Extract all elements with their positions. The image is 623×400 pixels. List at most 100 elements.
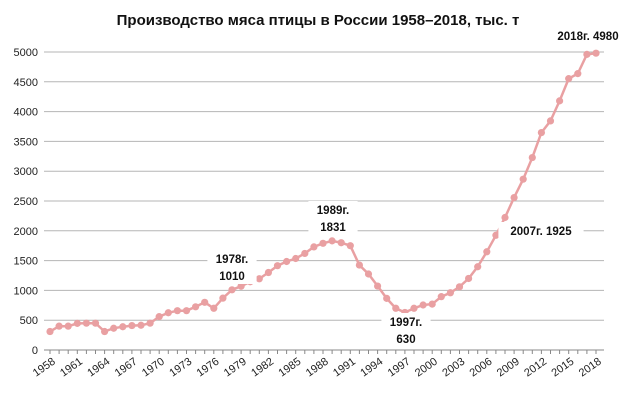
data-point: [519, 175, 527, 183]
y-tick-label: 4500: [14, 77, 38, 89]
data-point: [119, 323, 127, 331]
data-point: [273, 262, 282, 270]
data-point: [228, 286, 236, 294]
x-tick-label: 1976: [195, 356, 222, 380]
data-point: [328, 237, 336, 245]
data-point: [537, 128, 546, 137]
data-point: [546, 117, 555, 125]
y-tick-label: 3000: [14, 166, 38, 178]
annotation-label: 1997г.: [390, 317, 422, 329]
data-point: [455, 283, 464, 291]
annotation-label: 2018г. 4980: [557, 31, 618, 43]
y-tick-label: 5000: [14, 47, 38, 59]
data-point: [182, 307, 191, 315]
data-point: [164, 309, 172, 317]
annotation-label: 1831: [320, 222, 346, 234]
x-tick-label: 1988: [304, 356, 331, 380]
x-tick-label: 1970: [140, 356, 167, 380]
data-point: [465, 274, 473, 283]
x-tick-label: 2018: [577, 356, 604, 380]
data-point: [283, 257, 291, 266]
data-point: [437, 293, 445, 301]
data-point: [501, 213, 509, 222]
data-point: [428, 300, 436, 308]
x-tick-label: 2006: [468, 356, 495, 380]
x-tick-label: 1982: [249, 356, 276, 380]
data-point: [510, 193, 518, 202]
x-tick-label: 2003: [440, 356, 467, 380]
chart-title: Производство мяса птицы в России 1958–20…: [117, 12, 520, 29]
annotation-label: 1989г.: [317, 205, 349, 217]
x-tick-label: 1964: [85, 356, 112, 380]
data-point: [73, 319, 81, 327]
data-point: [319, 239, 327, 247]
data-point: [374, 282, 382, 290]
x-tick-label: 1985: [276, 356, 303, 380]
data-point: [82, 319, 90, 327]
data-point: [483, 248, 491, 256]
y-tick-label: 1500: [14, 256, 38, 268]
data-point: [237, 282, 245, 290]
y-tick-label: 2500: [14, 196, 38, 208]
annotation-background: [308, 201, 358, 235]
data-point: [55, 322, 63, 330]
y-tick-label: 3500: [14, 136, 38, 148]
x-tick-label: 1979: [222, 356, 249, 380]
annotation-label: 1010: [219, 271, 245, 283]
series-line: [49, 51, 597, 333]
annotation-label: 2007г. 1925: [510, 226, 572, 238]
data-point: [355, 261, 363, 269]
x-tick-label: 1994: [358, 356, 385, 380]
data-point: [310, 243, 318, 251]
y-tick-label: 4000: [14, 107, 38, 119]
data-point: [364, 270, 373, 278]
data-point: [528, 153, 536, 162]
x-tick-label: 1967: [113, 356, 140, 380]
data-point: [292, 254, 300, 263]
data-point: [46, 327, 54, 336]
y-tick-label: 2000: [14, 226, 38, 238]
annotation-label: 1978г.: [216, 254, 248, 266]
data-point: [474, 263, 482, 271]
x-tick-label: 1958: [31, 356, 58, 380]
annotation-background: [498, 222, 584, 240]
data-point: [492, 231, 500, 239]
data-point: [64, 322, 72, 330]
annotation-label: 630: [396, 334, 415, 346]
x-tick-label: 2012: [522, 356, 549, 380]
data-point: [346, 242, 354, 250]
data-point: [301, 249, 309, 258]
data-point: [192, 303, 200, 311]
x-tick-label: 2009: [495, 356, 522, 380]
annotation-background: [207, 250, 257, 284]
data-point: [128, 321, 136, 330]
x-tick-label: 1973: [167, 356, 194, 380]
data-point: [201, 298, 209, 306]
data-point: [410, 304, 418, 312]
data-point: [574, 70, 582, 78]
data-point: [392, 304, 400, 312]
data-point: [565, 75, 573, 83]
annotation-background: [545, 27, 623, 45]
data-point: [91, 319, 100, 327]
data-point: [337, 239, 345, 247]
data-point: [446, 289, 454, 297]
data-point: [583, 50, 591, 58]
annotation-background: [381, 313, 431, 347]
x-tick-label: 1991: [331, 356, 358, 380]
data-point: [219, 294, 227, 302]
data-point: [155, 313, 163, 321]
y-tick-label: 0: [32, 345, 38, 357]
data-point: [264, 268, 272, 277]
data-point: [419, 301, 427, 309]
data-point: [173, 307, 181, 315]
x-tick-label: 2015: [549, 356, 576, 380]
x-tick-label: 1961: [58, 356, 85, 380]
x-tick-label: 1997: [386, 356, 413, 380]
data-point: [592, 49, 600, 57]
x-tick-label: 2000: [413, 356, 440, 380]
data-point: [110, 324, 118, 332]
data-point: [255, 275, 263, 283]
data-point: [146, 319, 154, 327]
